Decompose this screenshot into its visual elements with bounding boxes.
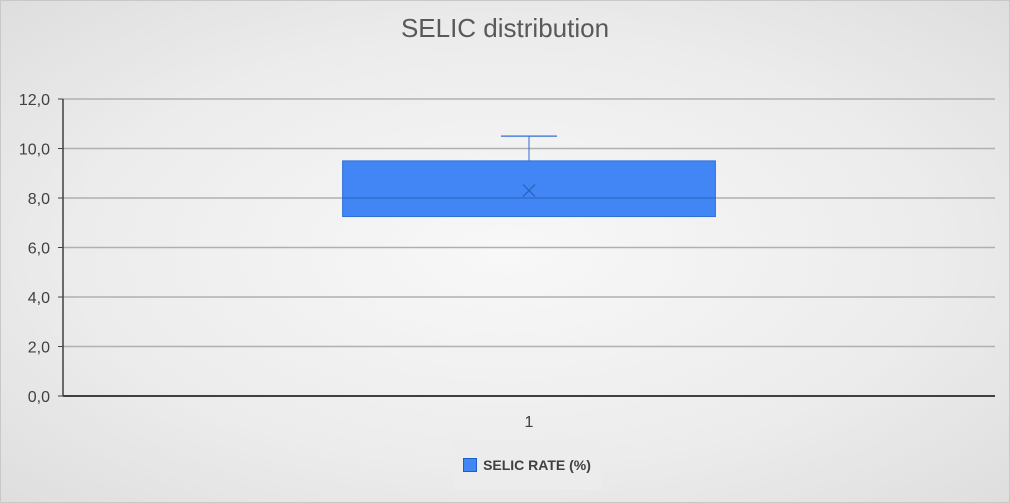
- x-axis: 1: [63, 395, 995, 431]
- y-tick-label: 10,0: [19, 142, 50, 159]
- legend-label: SELIC RATE (%): [483, 457, 591, 473]
- box-series: [342, 135, 716, 218]
- legend-swatch: [463, 458, 478, 472]
- y-tick-label: 2,0: [28, 340, 50, 357]
- box-iqr: [342, 160, 716, 218]
- y-tick-label: 6,0: [28, 241, 50, 258]
- mean-marker: [522, 184, 536, 198]
- legend: SELIC RATE (%): [453, 440, 601, 490]
- y-tick-label: 12,0: [19, 92, 50, 109]
- chart-title: SELIC distribution: [400, 13, 610, 43]
- y-axis: 0,0 2,0 4,0 6,0 8,0 10,0 12,0: [19, 92, 64, 406]
- x-tick-label: 1: [525, 414, 534, 431]
- y-tick-label: 8,0: [28, 191, 50, 208]
- y-tick-label: 0,0: [28, 389, 50, 406]
- y-tick-label: 4,0: [28, 290, 50, 307]
